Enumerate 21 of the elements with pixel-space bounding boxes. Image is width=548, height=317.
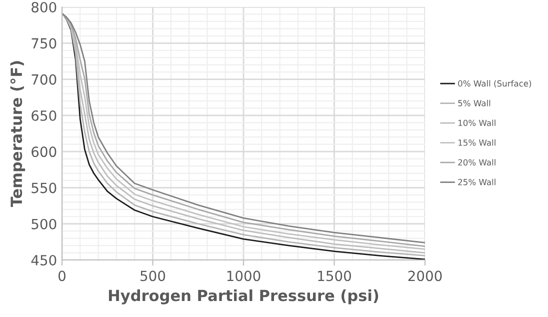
y-tick-label: 750 (32, 38, 56, 49)
legend-label: 20% Wall (458, 159, 496, 166)
legend-label: 5% Wall (458, 100, 490, 106)
y-tick-label: 700 (32, 74, 56, 85)
y-tick-label: 500 (32, 218, 56, 230)
x-tick-label: 1500 (318, 270, 351, 282)
legend-label: 15% Wall (458, 139, 496, 146)
y-tick-label: 800 (32, 2, 56, 12)
y-tick-label: 600 (32, 146, 56, 158)
y-tick-label: 650 (32, 110, 56, 121)
y-axis-title: Temperature (°F) (10, 61, 26, 208)
legend-label: 10% Wall (458, 120, 496, 126)
x-tick-label: 2000 (408, 270, 442, 282)
x-tick-label: 0 (58, 270, 66, 282)
x-tick-label: 500 (140, 270, 166, 282)
x-tick-label: 1000 (227, 270, 260, 282)
y-tick-label: 450 (31, 254, 56, 266)
y-tick-label: 550 (32, 182, 56, 194)
legend-label: 25% Wall (458, 178, 496, 186)
x-axis-title: Hydrogen Partial Pressure (psi) (108, 289, 378, 304)
legend-label: 0% Wall (Surface) (458, 80, 532, 88)
